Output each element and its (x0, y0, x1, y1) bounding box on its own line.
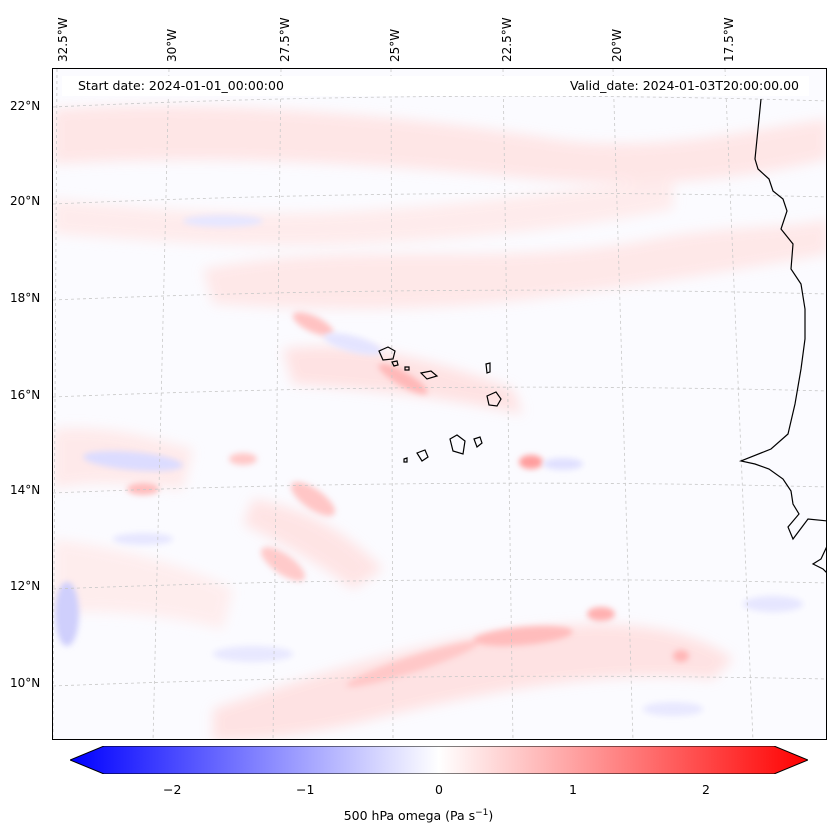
lon-label-25w: 25°W (388, 28, 402, 62)
omega-positive-bands (53, 105, 826, 739)
lat-label-14n: 14°N (10, 483, 41, 497)
info-bar: Start date: 2024-01-01_00:00:00 Valid_da… (62, 76, 809, 96)
colorbar-tick-neg1: −1 (296, 782, 315, 797)
start-date: Start date: 2024-01-01_00:00:00 (78, 78, 284, 93)
lat-label-18n: 18°N (10, 291, 41, 305)
lon-label-27-5w: 27.5°W (278, 17, 292, 62)
lat-label-10n: 10°N (10, 676, 41, 690)
colorbar-tick-1: 1 (569, 782, 577, 797)
cape-verde-islands (378, 346, 502, 463)
omega-field-map (53, 69, 826, 739)
colorbar-tick-2: 2 (702, 782, 710, 797)
africa-coastline (738, 98, 826, 573)
lon-label-32-5w: 32.5°W (56, 17, 70, 62)
omega-negative-patches (55, 215, 803, 716)
omega-positive-cores (127, 312, 689, 687)
lon-label-22-5w: 22.5°W (500, 17, 514, 62)
lat-label-16n: 16°N (10, 388, 41, 402)
lat-label-22n: 22°N (10, 99, 41, 113)
graticule (53, 69, 826, 739)
lon-label-20w: 20°W (610, 28, 624, 62)
lat-label-12n: 12°N (10, 579, 41, 593)
colorbar (68, 745, 810, 778)
valid-date: Valid_date: 2024-01-03T20:00:00.00 (569, 78, 799, 93)
lon-label-30w: 30°W (165, 28, 179, 62)
map-panel[interactable] (52, 68, 827, 740)
lat-label-20n: 20°N (10, 194, 41, 208)
colorbar-gradient (68, 745, 810, 778)
colorbar-tick-0: 0 (435, 782, 443, 797)
lon-label-17-5w: 17.5°W (722, 17, 736, 62)
colorbar-tick-neg2: −2 (163, 782, 182, 797)
colorbar-label: 500 hPa omega (Pa s−1) (343, 808, 494, 824)
